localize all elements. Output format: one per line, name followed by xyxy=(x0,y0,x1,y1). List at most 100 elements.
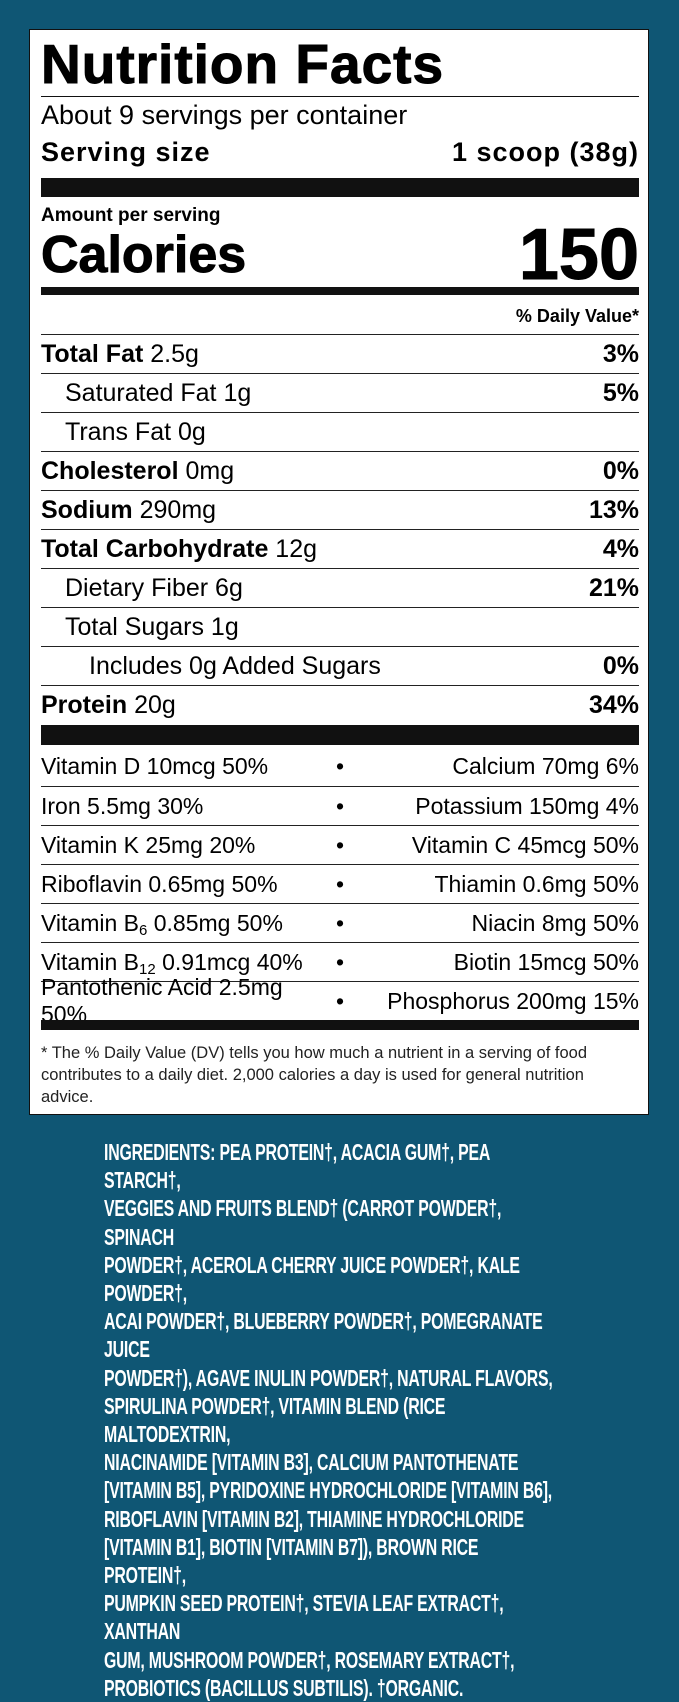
nutrient-name: Total Sugars 1g xyxy=(41,613,239,642)
vitamin-right: Vitamin C 45mcg 50% xyxy=(411,831,639,858)
nutrient-daily-value: 34% xyxy=(588,690,639,719)
ingredients-line: VEGGIES AND FRUITS BLEND† (CARROT POWDER… xyxy=(104,1195,502,1250)
vitamin-left: Vitamin B6 0.85mg 50% xyxy=(41,909,320,939)
nutrient-row: Protein 20g 34% xyxy=(41,685,639,724)
nutrient-name: Saturated Fat 1g xyxy=(41,379,251,408)
nutrient-name: Trans Fat 0g xyxy=(41,418,206,447)
bullet-separator: • xyxy=(335,909,345,936)
ingredients-line: NIACINAMIDE [VITAMIN B3], CALCIUM PANTOT… xyxy=(104,1449,519,1476)
bullet-separator: • xyxy=(335,987,345,1014)
nutrient-amount: 0g xyxy=(178,417,206,446)
nutrient-label: Trans Fat xyxy=(65,417,172,446)
nutrient-label: Dietary Fiber xyxy=(65,573,209,602)
vitamin-left-part: 0.85mg 50% xyxy=(147,909,283,936)
vitamin-left-part: 0.91mcg 40% xyxy=(155,948,303,975)
vitamin-row: Vitamin K 25mg 20% • Vitamin C 45mcg 50% xyxy=(41,825,639,864)
nutrient-name: Dietary Fiber 6g xyxy=(41,574,243,603)
nutrient-row: Dietary Fiber 6g 21% xyxy=(41,568,639,607)
nutrient-name: Total Carbohydrate 12g xyxy=(41,535,317,564)
ingredients-line: [VITAMIN B5], PYRIDOXINE HYDROCHLORIDE [… xyxy=(104,1477,553,1504)
nutrient-daily-value: 4% xyxy=(602,534,639,563)
nutrient-daily-value: 13% xyxy=(588,495,639,524)
vitamin-row: Vitamin B12 0.91mcg 40% • Biotin 15mcg 50% xyxy=(41,942,639,981)
nutrient-name: Includes 0g Added Sugars xyxy=(41,652,381,681)
nutrient-amount: 2.5g xyxy=(150,339,199,368)
vitamin-row: Pantothenic Acid 2.5mg 50% • Phosphorus 20… xyxy=(41,974,639,1027)
vitamin-left-part: 12 xyxy=(139,960,156,978)
nutrient-row: Total Carbohydrate 12g 4% xyxy=(41,529,639,568)
nutrient-daily-value: 0% xyxy=(602,651,639,680)
serving-size-row: Serving size 1 scoop (38g) xyxy=(41,136,639,168)
nutrient-label: Includes 0g Added Sugars xyxy=(89,651,381,680)
vitamin-right: Biotin 15mcg 50% xyxy=(453,948,639,975)
daily-value-header: % Daily Value* xyxy=(515,306,639,326)
nutrient-label: Total Fat xyxy=(41,339,144,368)
daily-value-footnote: * The % Daily Value (DV) tells you how m… xyxy=(41,1044,587,1106)
serving-size-value: 1 scoop (38g) xyxy=(451,137,639,167)
nutrient-row: Total Sugars 1g xyxy=(41,607,639,646)
calories-row: Calories 150 xyxy=(40,215,639,296)
medium-divider xyxy=(41,1020,639,1030)
serving-size-label: Serving size xyxy=(41,137,211,167)
vitamin-left: Iron 5.5mg 30% xyxy=(41,792,204,819)
vitamin-left-part: 6 xyxy=(139,921,148,939)
nutrient-row: Saturated Fat 1g 5% xyxy=(41,373,639,412)
bullet-separator: • xyxy=(335,831,345,858)
nutrient-label: Sodium xyxy=(41,495,133,524)
nutrient-row: Includes 0g Added Sugars 0% xyxy=(41,646,639,685)
vitamin-row: Vitamin B6 0.85mg 50% • Niacin 8mg 50% xyxy=(41,903,639,942)
nutrient-row: Total Fat 2.5g 3% xyxy=(41,334,639,373)
servings-per-container: About 9 servings per container xyxy=(41,100,408,130)
nutrient-name: Cholesterol 0mg xyxy=(41,457,234,486)
nutrient-row: Trans Fat 0g xyxy=(41,412,639,451)
nutrient-label: Total Carbohydrate xyxy=(41,534,269,563)
amount-per-serving: Amount per serving xyxy=(41,205,221,226)
nutrition-facts-panel: Nutrition Facts About 9 servings per con… xyxy=(29,29,649,1115)
nutrient-name: Protein 20g xyxy=(41,691,176,720)
ingredients-line: PUMPKIN SEED PROTEIN†, STEVIA LEAF EXTRA… xyxy=(104,1590,504,1645)
nutrient-row: Sodium 290mg 13% xyxy=(41,490,639,529)
vitamin-row: Riboflavin 0.65mg 50% • Thiamin 0.6mg 50% xyxy=(41,864,639,903)
nutrient-amount: 6g xyxy=(215,573,243,602)
ingredients-line: SPIRULINA POWDER†, VITAMIN BLEND (RICE M… xyxy=(104,1392,446,1448)
nutrient-name: Total Fat 2.5g xyxy=(41,340,199,369)
nutrient-label: Cholesterol xyxy=(41,456,179,485)
thick-divider xyxy=(41,725,639,745)
nutrient-label: Protein xyxy=(41,690,128,719)
nutrient-amount: 20g xyxy=(134,690,176,719)
nutrient-amount: 290mg xyxy=(139,495,217,524)
ingredients-line: POWDER†), AGAVE INULIN POWDER†, NATURAL … xyxy=(104,1364,553,1391)
vitamin-left-part: Vitamin B xyxy=(41,948,140,975)
bullet-separator: • xyxy=(335,948,345,975)
bullet-separator: • xyxy=(335,792,345,819)
ingredients-line: ACAI POWDER†, BLUEBERRY POWDER†, POMEGRA… xyxy=(104,1308,543,1363)
thick-divider xyxy=(41,178,639,197)
ingredients-line: PROBIOTICS (BACILLUS SUBTILIS). †ORGANIC… xyxy=(104,1674,464,1701)
nutrient-amount: 1g xyxy=(210,612,239,641)
vitamin-right: Phosphorus 200mg 15% xyxy=(387,987,639,1014)
nutrient-daily-value: 0% xyxy=(602,456,639,485)
nutrient-amount: 0mg xyxy=(185,456,235,485)
nutrient-label: Saturated Fat xyxy=(65,378,217,407)
nutrient-label: Total Sugars xyxy=(65,612,204,641)
vitamin-left: Riboflavin 0.65mg 50% xyxy=(41,870,278,897)
medium-divider xyxy=(41,287,639,295)
ingredients-line: RIBOFLAVIN [VITAMIN B2], THIAMINE HYDROC… xyxy=(104,1505,524,1532)
nutrient-daily-value: 3% xyxy=(602,339,639,368)
vitamin-right: Potassium 150mg 4% xyxy=(415,792,639,819)
vitamin-left-part: Vitamin B xyxy=(41,909,140,936)
nutrient-daily-value: 21% xyxy=(588,573,639,602)
vitamin-right: Niacin 8mg 50% xyxy=(471,909,639,936)
nutrient-daily-value: 5% xyxy=(602,378,639,407)
ingredients-line: INGREDIENTS: PEA PROTEIN†, ACACIA GUM†, … xyxy=(104,1139,490,1194)
vitamin-left: Vitamin D 10mcg 50% xyxy=(41,753,269,779)
vitamin-row: Vitamin D 10mcg 50% • Calcium 70mg 6% xyxy=(41,747,639,786)
divider xyxy=(41,96,639,97)
vitamin-row: Iron 5.5mg 30% • Potassium 150mg 4% xyxy=(41,786,639,825)
ingredients-line: GUM, MUSHROOM POWDER†, ROSEMARY EXTRACT†… xyxy=(104,1646,515,1673)
vitamin-left: Vitamin B12 0.91mcg 40% xyxy=(41,948,320,978)
calories-value: 150 xyxy=(518,215,639,296)
nutrient-name: Sodium 290mg xyxy=(41,496,216,525)
vitamin-right: Calcium 70mg 6% xyxy=(452,753,639,779)
bullet-separator: • xyxy=(335,870,345,897)
